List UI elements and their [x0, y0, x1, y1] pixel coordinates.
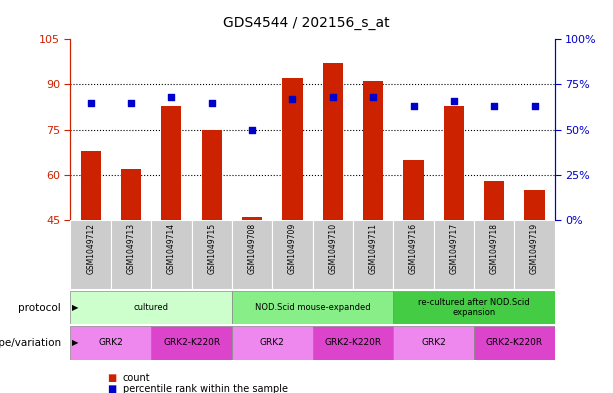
- Text: GDS4544 / 202156_s_at: GDS4544 / 202156_s_at: [223, 16, 390, 30]
- Bar: [403, 160, 424, 220]
- Text: GRK2-K220R: GRK2-K220R: [324, 338, 381, 347]
- Bar: [70, 326, 151, 360]
- Text: GSM1049708: GSM1049708: [248, 223, 257, 274]
- Text: ▶: ▶: [72, 303, 78, 312]
- Text: ■: ■: [107, 373, 116, 383]
- Point: [86, 99, 96, 106]
- Bar: [242, 217, 262, 220]
- Text: GSM1049711: GSM1049711: [368, 223, 378, 274]
- Bar: [272, 220, 313, 289]
- Text: GSM1049719: GSM1049719: [530, 223, 539, 274]
- Text: genotype/variation: genotype/variation: [0, 338, 64, 348]
- Bar: [151, 326, 232, 360]
- Point: [409, 103, 419, 109]
- Text: GRK2: GRK2: [421, 338, 446, 347]
- Text: ■: ■: [107, 384, 116, 393]
- Text: GSM1049713: GSM1049713: [126, 223, 135, 274]
- Text: NOD.Scid mouse-expanded: NOD.Scid mouse-expanded: [255, 303, 370, 312]
- Bar: [474, 326, 555, 360]
- Bar: [283, 79, 303, 220]
- Text: GSM1049709: GSM1049709: [288, 223, 297, 274]
- Point: [489, 103, 499, 109]
- Bar: [111, 220, 151, 289]
- Point: [126, 99, 136, 106]
- Text: percentile rank within the sample: percentile rank within the sample: [123, 384, 287, 393]
- Text: cultured: cultured: [134, 303, 169, 312]
- Point: [530, 103, 539, 109]
- Text: ▶: ▶: [72, 338, 78, 347]
- Text: GSM1049717: GSM1049717: [449, 223, 459, 274]
- Bar: [514, 220, 555, 289]
- Text: GSM1049712: GSM1049712: [86, 223, 95, 274]
- Bar: [151, 220, 191, 289]
- Text: GSM1049714: GSM1049714: [167, 223, 176, 274]
- Bar: [80, 151, 101, 220]
- Bar: [525, 190, 545, 220]
- Bar: [353, 220, 394, 289]
- Bar: [313, 220, 353, 289]
- Text: GRK2-K220R: GRK2-K220R: [163, 338, 220, 347]
- Bar: [70, 291, 232, 324]
- Text: GSM1049715: GSM1049715: [207, 223, 216, 274]
- Bar: [394, 220, 434, 289]
- Bar: [121, 169, 141, 220]
- Bar: [70, 220, 111, 289]
- Text: GRK2: GRK2: [99, 338, 123, 347]
- Text: re-cultured after NOD.Scid
expansion: re-cultured after NOD.Scid expansion: [418, 298, 530, 317]
- Bar: [313, 326, 394, 360]
- Text: GSM1049716: GSM1049716: [409, 223, 418, 274]
- Point: [328, 94, 338, 100]
- Bar: [191, 220, 232, 289]
- Bar: [394, 291, 555, 324]
- Bar: [202, 130, 222, 220]
- Bar: [363, 81, 383, 220]
- Bar: [161, 106, 181, 220]
- Bar: [433, 220, 474, 289]
- Point: [207, 99, 216, 106]
- Text: GSM1049718: GSM1049718: [490, 223, 499, 274]
- Bar: [394, 326, 474, 360]
- Text: count: count: [123, 373, 150, 383]
- Point: [287, 96, 297, 102]
- Point: [449, 97, 459, 104]
- Bar: [474, 220, 514, 289]
- Bar: [444, 106, 464, 220]
- Point: [247, 127, 257, 133]
- Bar: [484, 181, 504, 220]
- Bar: [322, 63, 343, 220]
- Point: [167, 94, 177, 100]
- Bar: [232, 326, 313, 360]
- Bar: [232, 220, 272, 289]
- Text: protocol: protocol: [18, 303, 64, 312]
- Text: GSM1049710: GSM1049710: [329, 223, 337, 274]
- Bar: [232, 291, 394, 324]
- Point: [368, 94, 378, 100]
- Text: GRK2: GRK2: [260, 338, 284, 347]
- Text: GRK2-K220R: GRK2-K220R: [486, 338, 543, 347]
